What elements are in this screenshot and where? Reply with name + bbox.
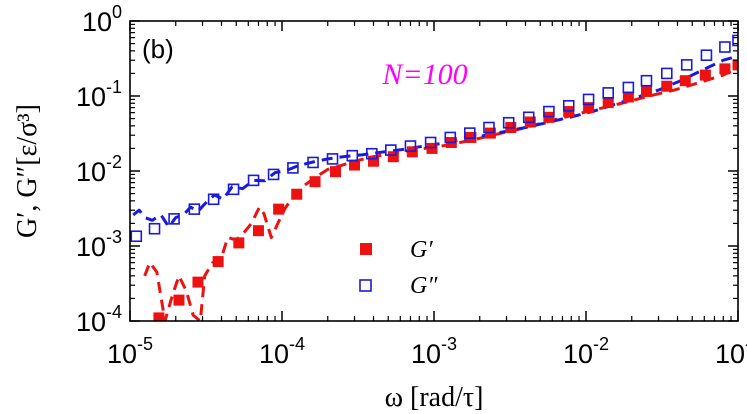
legend-label-g-prime: G′ <box>410 237 433 263</box>
point-g-double-prime <box>732 34 738 47</box>
point-g-double-prime <box>188 203 201 215</box>
point-g-prime <box>368 155 380 167</box>
point-g-double-prime <box>385 144 397 156</box>
point-g-double-prime <box>130 230 143 243</box>
point-g-prime <box>153 312 165 321</box>
point-g-double-prime <box>700 49 713 61</box>
point-g-prime <box>291 188 303 200</box>
point-g-prime <box>622 91 634 103</box>
point-g-prime <box>349 159 361 171</box>
point-g-double-prime <box>602 87 615 99</box>
point-g-double-prime <box>502 116 515 129</box>
point-g-prime <box>273 203 285 215</box>
point-g-double-prime <box>483 121 495 134</box>
point-g-double-prime <box>582 93 595 106</box>
point-g-double-prime <box>404 140 417 152</box>
point-g-prime <box>330 166 342 178</box>
point-g-double-prime <box>543 105 555 118</box>
x-tick-label: 10-1 <box>715 334 747 369</box>
point-g-double-prime <box>247 174 260 187</box>
plot-layer <box>130 34 738 321</box>
point-g-prime <box>699 69 711 81</box>
point-g-double-prime <box>267 168 280 181</box>
point-g-double-prime <box>207 193 220 206</box>
point-g-double-prime <box>444 131 457 144</box>
point-g-double-prime <box>660 67 673 80</box>
y-tick-label: 100 <box>82 2 122 37</box>
x-axis-label: ω [rad/τ] <box>385 382 484 413</box>
legend-label-g-double-prime: G″ <box>410 273 438 299</box>
legend: G′ G″ <box>359 237 438 299</box>
point-g-double-prime <box>680 59 693 71</box>
point-g-prime <box>732 59 738 71</box>
point-g-prime <box>387 151 399 163</box>
point-g-double-prime <box>227 183 240 196</box>
point-g-double-prime <box>326 153 339 165</box>
point-g-prime <box>233 237 245 249</box>
point-g-prime <box>661 80 673 92</box>
panel-label: (b) <box>142 34 174 64</box>
point-g-double-prime <box>424 136 437 149</box>
x-tick-label: 10-5 <box>107 334 153 369</box>
point-g-double-prime <box>148 222 161 235</box>
y-tick-label: 10-4 <box>76 302 122 337</box>
point-g-prime <box>640 85 652 97</box>
point-g-double-prime <box>719 41 731 53</box>
x-tick-label: 10-3 <box>411 334 457 369</box>
n-annotation: N=100 <box>381 58 467 91</box>
point-g-prime <box>583 102 595 114</box>
point-g-double-prime <box>366 147 378 160</box>
y-tick-label: 10-2 <box>76 152 122 187</box>
x-tick-label: 10-4 <box>259 334 305 369</box>
point-g-double-prime <box>464 127 476 139</box>
point-g-double-prime <box>307 156 319 169</box>
point-g-prime <box>679 75 691 87</box>
y-axis-label: G′, G″[ε/σ³] <box>12 104 43 238</box>
point-g-prime <box>192 276 204 288</box>
x-tick-label: 10-2 <box>563 334 609 369</box>
point-g-prime <box>309 176 321 188</box>
series-line-3 <box>132 54 738 229</box>
point-g-double-prime <box>640 74 653 87</box>
point-g-prime <box>173 294 185 306</box>
point-g-prime <box>719 63 731 75</box>
point-g-double-prime <box>522 111 535 124</box>
y-tick-label: 10-3 <box>76 227 122 262</box>
point-g-double-prime <box>168 213 180 225</box>
point-g-prime <box>252 225 264 237</box>
point-g-double-prime <box>287 162 299 174</box>
legend-marker-g-prime <box>360 243 372 255</box>
point-g-double-prime <box>346 149 359 162</box>
point-g-prime <box>426 142 438 154</box>
legend-marker-g-double-prime <box>359 279 372 292</box>
point-g-prime <box>212 256 224 268</box>
y-tick-label: 10-1 <box>76 77 122 112</box>
point-g-double-prime <box>622 81 635 94</box>
point-g-prime <box>602 96 614 108</box>
point-g-double-prime <box>562 100 575 112</box>
